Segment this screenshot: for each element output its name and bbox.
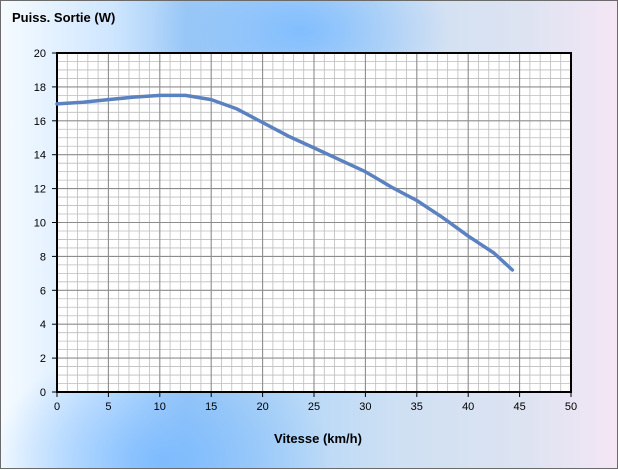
x-tick-label: 25 <box>308 401 320 413</box>
grid-lines <box>57 53 571 392</box>
x-tick-label: 30 <box>359 401 371 413</box>
y-tick-label: 12 <box>34 184 46 196</box>
y-axis-title: Puiss. Sortie (W) <box>12 10 115 25</box>
y-tick-label: 10 <box>34 218 46 230</box>
y-tick-label: 18 <box>34 82 46 94</box>
x-axis-title: Vitesse (km/h) <box>274 431 362 446</box>
x-tick-label: 0 <box>54 401 60 413</box>
x-tick-label: 40 <box>462 401 474 413</box>
y-tick-label: 14 <box>34 150 46 162</box>
y-tick-label: 0 <box>40 387 46 399</box>
y-tick-label: 16 <box>34 116 46 128</box>
y-tick-label: 4 <box>40 319 46 331</box>
x-tick-label: 35 <box>411 401 423 413</box>
x-tick-label: 45 <box>513 401 525 413</box>
y-tick-label: 20 <box>34 48 46 60</box>
x-tick-label: 5 <box>105 401 111 413</box>
x-tick-label: 15 <box>205 401 217 413</box>
y-tick-label: 8 <box>40 251 46 263</box>
x-tick-label: 20 <box>256 401 268 413</box>
y-tick-label: 6 <box>40 285 46 297</box>
x-tick-label: 50 <box>565 401 577 413</box>
y-tick-label: 2 <box>40 353 46 365</box>
x-tick-label: 10 <box>154 401 166 413</box>
series-line <box>55 93 515 272</box>
